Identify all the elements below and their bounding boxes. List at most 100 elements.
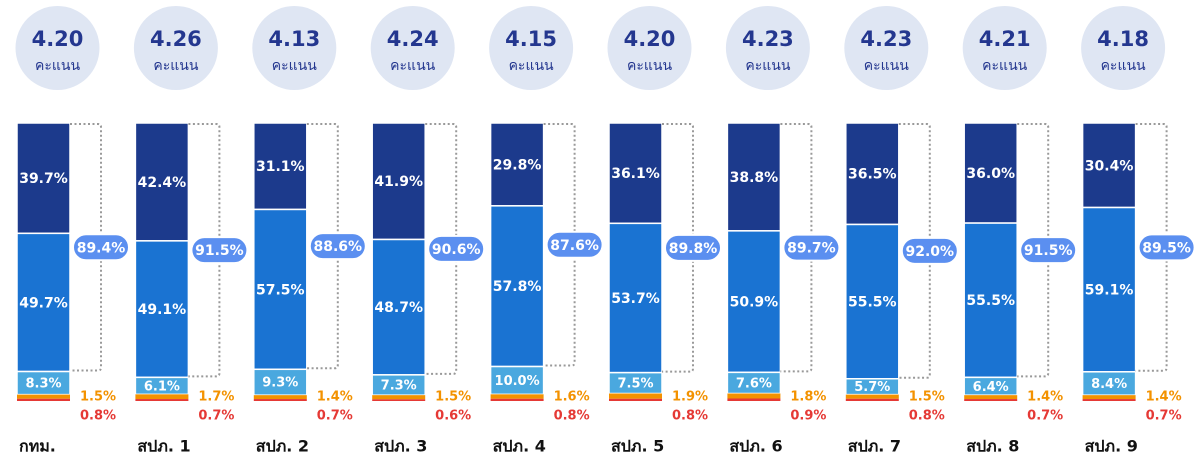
- segment-label: 6.4%: [973, 380, 1009, 395]
- category-label: สปภ. 3: [374, 437, 427, 456]
- segment-label: 5.7%: [854, 380, 890, 395]
- segment-label: 41.9%: [374, 174, 423, 190]
- segment-label: 55.5%: [848, 295, 897, 311]
- category-label: สปภ. 7: [848, 437, 901, 456]
- score-label: 4.15: [505, 27, 557, 51]
- score-unit: คะแนน: [745, 58, 790, 74]
- bar-segment: [253, 399, 307, 401]
- total-label: 91.5%: [195, 243, 244, 259]
- segment-label: 30.4%: [1085, 158, 1134, 174]
- small-segment-label: 1.5%: [80, 390, 116, 405]
- score-bubble: [370, 6, 455, 90]
- bar-segment: [253, 395, 307, 400]
- bar-segment: [371, 238, 426, 376]
- small-segment-label: 0.8%: [672, 409, 708, 424]
- total-label: 87.6%: [550, 238, 599, 254]
- score-bubble: [1081, 6, 1166, 90]
- total-label: 91.5%: [1024, 243, 1073, 259]
- bar-segment: [253, 368, 308, 396]
- small-segment-label: 1.5%: [909, 390, 945, 405]
- small-segment-label: 1.6%: [554, 390, 590, 405]
- bar-segment: [371, 122, 426, 241]
- score-label: 4.18: [1097, 27, 1149, 51]
- score-bubble: [607, 6, 692, 90]
- bar-segment: [489, 365, 545, 396]
- total-label: 92.0%: [906, 244, 955, 260]
- bar-segment: [489, 205, 545, 368]
- segment-label: 38.8%: [730, 170, 779, 186]
- score-label: 4.26: [150, 27, 202, 51]
- segment-label: 29.8%: [493, 157, 542, 173]
- category-label: สปภ. 4: [493, 437, 546, 456]
- category-label: สปภ. 5: [611, 437, 664, 456]
- total-label: 89.8%: [669, 241, 718, 257]
- segment-label: 53.7%: [611, 291, 660, 307]
- small-segment-label: 0.7%: [198, 409, 234, 424]
- bar-segment: [845, 394, 899, 399]
- segment-label: 31.1%: [256, 159, 305, 175]
- bar-segment: [16, 122, 71, 235]
- score-label: 4.20: [32, 27, 84, 51]
- total-bracket: [306, 123, 339, 370]
- bar-segment: [726, 230, 782, 374]
- bar-segment: [372, 395, 426, 400]
- small-segment-label: 1.4%: [1146, 390, 1182, 405]
- total-pill: [900, 236, 959, 265]
- score-unit: คะแนน: [272, 58, 317, 74]
- score-label: 4.20: [624, 27, 676, 51]
- score-bubble: [962, 6, 1047, 90]
- score-unit: คะแนน: [35, 58, 80, 74]
- category-label: สปภ. 9: [1085, 437, 1138, 456]
- bar-segment: [135, 394, 189, 400]
- bar-segment: [17, 394, 70, 399]
- bar-segment: [135, 399, 189, 401]
- segment-label: 48.7%: [374, 300, 423, 316]
- segment-label: 59.1%: [1085, 283, 1134, 299]
- segment-label: 57.5%: [256, 282, 305, 298]
- category-label: กทม.: [19, 437, 56, 456]
- segment-label: 36.0%: [966, 166, 1015, 182]
- score-bubble: [489, 6, 574, 90]
- small-segment-label: 0.7%: [1146, 409, 1182, 424]
- score-unit: คะแนน: [627, 58, 672, 74]
- segment-label: 49.7%: [19, 295, 68, 311]
- bar-segment: [1081, 206, 1137, 373]
- total-pill: [72, 233, 130, 262]
- segment-label: 36.1%: [611, 166, 660, 182]
- bar-segment: [134, 240, 190, 379]
- total-pill: [545, 230, 604, 259]
- bar-segment: [490, 394, 544, 399]
- score-label: 4.21: [979, 27, 1031, 51]
- segment-label: 7.3%: [381, 379, 417, 394]
- bar-segment: [964, 395, 1018, 400]
- category-label: สปภ. 1: [137, 437, 190, 456]
- category-label: สปภ. 8: [966, 437, 1019, 456]
- bar-segment: [609, 393, 662, 399]
- small-segment-label: 0.7%: [1027, 409, 1063, 424]
- category-label: สปภ. 6: [729, 437, 782, 456]
- bar-segment: [134, 122, 190, 242]
- bar-segment: [490, 398, 544, 401]
- segment-label: 57.8%: [493, 279, 542, 295]
- bar-segment: [845, 398, 899, 401]
- score-unit: คะแนน: [509, 58, 554, 74]
- total-pill: [664, 233, 722, 262]
- small-segment-label: 0.7%: [317, 409, 353, 424]
- total-label: 88.6%: [314, 239, 363, 255]
- small-segment-label: 0.6%: [435, 409, 471, 424]
- score-label: 4.13: [268, 27, 320, 51]
- bar-segment: [372, 399, 426, 401]
- segment-label: 49.1%: [138, 302, 187, 318]
- score-label: 4.24: [387, 27, 439, 51]
- bar-segment: [253, 208, 308, 371]
- segment-label: 8.4%: [1091, 377, 1127, 392]
- score-bubble: [15, 6, 100, 90]
- segment-label: 8.3%: [25, 377, 61, 392]
- segment-label: 36.5%: [848, 167, 897, 183]
- total-pill: [1137, 233, 1196, 262]
- bar-segment: [727, 393, 781, 399]
- small-segment-label: 1.4%: [1027, 390, 1063, 405]
- segment-label: 50.9%: [730, 295, 779, 311]
- segment-label: 55.5%: [966, 293, 1015, 309]
